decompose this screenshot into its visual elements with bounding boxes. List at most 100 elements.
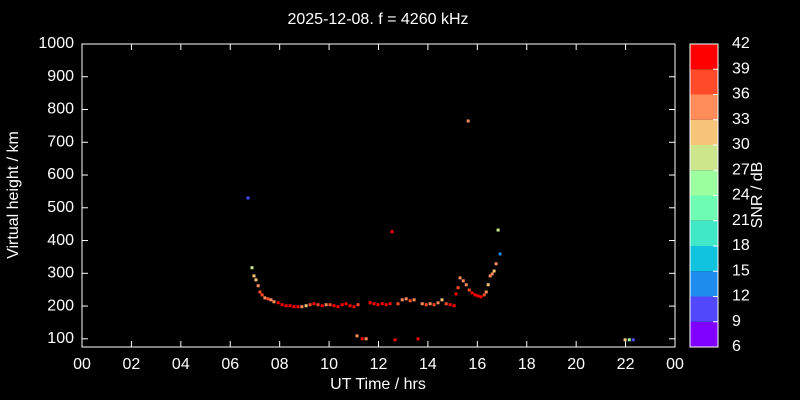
- x-tick-label: 22: [617, 356, 635, 373]
- x-axis-label: UT Time / hrs: [330, 376, 426, 393]
- colorbar-bin: [690, 44, 718, 70]
- point: [250, 266, 254, 270]
- chart-title: 2025-12-08. f = 4260 kHz: [287, 11, 468, 28]
- point: [355, 334, 359, 338]
- x-tick-label: 18: [518, 356, 536, 373]
- y-tick-label: 700: [47, 133, 74, 150]
- point: [364, 337, 368, 341]
- point: [452, 304, 456, 308]
- colorbar-tick-label: 39: [732, 60, 750, 77]
- point: [454, 292, 458, 296]
- colorbar-tick-label: 36: [732, 86, 750, 103]
- point: [494, 262, 498, 266]
- colorbar-bin: [690, 119, 718, 145]
- colorbar-tick-label: 6: [732, 338, 741, 355]
- point: [258, 290, 262, 294]
- point: [498, 252, 502, 256]
- colorbar-label: SNR / dB: [749, 162, 766, 229]
- x-tick-label: 06: [221, 356, 239, 373]
- point: [466, 119, 470, 123]
- point: [436, 301, 440, 305]
- colorbar-bin: [690, 170, 718, 196]
- point: [627, 338, 631, 342]
- x-tick-label: 12: [370, 356, 388, 373]
- point: [396, 302, 400, 306]
- point: [393, 338, 397, 342]
- colorbar-bin: [690, 246, 718, 272]
- point: [488, 274, 492, 278]
- y-tick-label: 1000: [38, 35, 74, 52]
- point: [623, 338, 627, 342]
- point: [458, 276, 462, 280]
- point: [473, 293, 477, 297]
- point: [380, 302, 384, 306]
- point: [324, 303, 328, 307]
- point: [482, 293, 486, 297]
- point: [348, 304, 352, 308]
- colorbar-tick-label: 9: [732, 313, 741, 330]
- x-tick-label: 08: [271, 356, 289, 373]
- point: [269, 298, 273, 302]
- point: [316, 303, 320, 307]
- point: [408, 299, 412, 303]
- point: [276, 301, 280, 305]
- y-tick-label: 300: [47, 265, 74, 282]
- colorbar-tick-label: 18: [732, 237, 750, 254]
- point: [420, 302, 424, 306]
- colorbar-bin: [690, 271, 718, 297]
- point: [490, 272, 494, 276]
- colorbar-tick-label: 12: [732, 288, 750, 305]
- y-tick-label: 600: [47, 166, 74, 183]
- colorbar-bin: [690, 220, 718, 246]
- y-tick-label: 500: [47, 199, 74, 216]
- point: [476, 294, 480, 298]
- point: [288, 304, 292, 308]
- point: [308, 303, 312, 307]
- point: [424, 303, 428, 307]
- y-tick-label: 100: [47, 330, 74, 347]
- point: [336, 305, 340, 309]
- colorbar-bin: [690, 69, 718, 95]
- colorbar-tick-label: 42: [732, 35, 750, 52]
- point: [284, 304, 288, 308]
- x-tick-label: 10: [320, 356, 338, 373]
- point: [416, 337, 420, 341]
- y-tick-label: 200: [47, 297, 74, 314]
- point: [412, 298, 416, 302]
- point: [404, 297, 408, 301]
- point: [376, 303, 380, 307]
- point: [256, 284, 260, 288]
- x-tick-label: 14: [419, 356, 437, 373]
- point: [492, 269, 496, 273]
- point: [456, 286, 460, 290]
- x-tick-label: 02: [123, 356, 141, 373]
- y-tick-label: 900: [47, 68, 74, 85]
- colorbar-tick-label: 33: [732, 111, 750, 128]
- point: [356, 303, 360, 307]
- point: [332, 304, 336, 308]
- point: [266, 297, 270, 301]
- colorbar-tick-label: 15: [732, 262, 750, 279]
- point: [292, 305, 296, 309]
- colorbar-tick-label: 30: [732, 136, 750, 153]
- point: [260, 293, 264, 297]
- point: [263, 296, 267, 300]
- point: [448, 303, 452, 307]
- y-axis-label: Virtual height / km: [5, 131, 22, 259]
- point: [470, 291, 474, 295]
- colorbar-tick-label: 21: [732, 212, 750, 229]
- point: [296, 305, 300, 309]
- x-tick-label: 00: [73, 356, 91, 373]
- colorbar-bin: [690, 94, 718, 120]
- colorbar-tick-label: 24: [732, 187, 750, 204]
- point: [320, 304, 324, 308]
- point: [484, 290, 488, 294]
- point: [384, 303, 388, 307]
- point: [461, 279, 465, 283]
- point: [467, 288, 471, 292]
- y-tick-label: 800: [47, 101, 74, 118]
- point: [312, 302, 316, 306]
- point: [440, 298, 444, 302]
- colorbar-bin: [690, 296, 718, 322]
- point: [252, 274, 256, 278]
